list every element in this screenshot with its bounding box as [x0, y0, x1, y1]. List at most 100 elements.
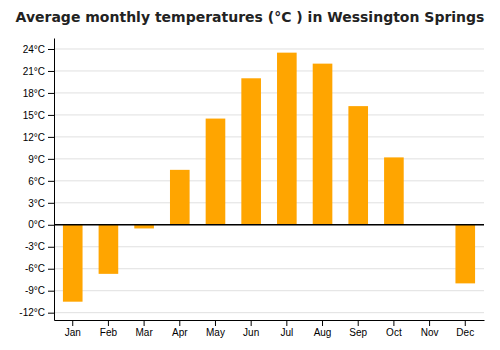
tick-label: Sep [349, 327, 367, 338]
tick: Feb [100, 320, 118, 338]
grid-line [54, 92, 484, 93]
tick-mark [48, 49, 54, 50]
tick-label: 0°C [28, 219, 45, 230]
tick: 15°C [23, 110, 54, 121]
tick: 18°C [23, 88, 54, 99]
tick-label: 9°C [28, 154, 45, 165]
plot: -12°C -9°C -6°C -3°C 0°C 3°C 6°C 9°C 12°C 15°C 18°… [19, 39, 484, 339]
tick: 24°C [23, 44, 54, 55]
chart: -12°C -9°C -6°C -3°C 0°C 3°C 6°C 9°C 12°C 15°C 18°… [0, 0, 500, 350]
axis-line [55, 320, 485, 321]
tick-label: Feb [100, 327, 118, 338]
bar [277, 53, 297, 225]
grid-line [54, 114, 484, 115]
tick: Aug [314, 320, 332, 338]
tick-label: 18°C [23, 88, 45, 99]
tick: Jun [243, 320, 259, 338]
tick-mark [465, 320, 466, 326]
tick: Jul [280, 320, 293, 338]
tick-label: Aug [314, 327, 332, 338]
tick-mark [48, 93, 54, 94]
tick-mark [48, 247, 54, 248]
grid-line [54, 48, 484, 49]
tick: 9°C [28, 154, 54, 165]
tick: Dec [456, 320, 474, 338]
tick-label: Jun [243, 327, 259, 338]
tick-mark [108, 320, 109, 326]
tick-label: 12°C [23, 132, 45, 143]
grid-line [54, 202, 484, 203]
bar [241, 78, 261, 224]
y-axis: -12°C -9°C -6°C -3°C 0°C 3°C 6°C 9°C 12°C 15°C 18°… [19, 39, 54, 321]
tick-mark [215, 320, 216, 326]
tick-mark [72, 320, 73, 326]
bars [54, 53, 484, 302]
bar [384, 157, 404, 224]
tick-mark [48, 291, 54, 292]
tick-mark [144, 320, 145, 326]
tick-label: 21°C [23, 66, 45, 77]
tick-mark [48, 225, 54, 226]
tick: Sep [349, 320, 367, 338]
bar [170, 170, 190, 225]
tick-label: Jul [280, 327, 293, 338]
grid-line [54, 136, 484, 137]
tick-mark [393, 320, 394, 326]
axis-line [54, 39, 55, 321]
tick-label: May [206, 327, 225, 338]
tick-label: -12°C [19, 307, 45, 318]
tick: -6°C [25, 263, 54, 274]
tick-mark [48, 203, 54, 204]
tick-mark [48, 115, 54, 116]
bar [455, 225, 475, 284]
tick-label: -9°C [25, 285, 45, 296]
bar [99, 225, 119, 274]
tick-label: -6°C [25, 263, 45, 274]
grid-line [54, 158, 484, 159]
tick-label: 3°C [28, 198, 45, 209]
tick: May [206, 320, 225, 338]
tick: 21°C [23, 66, 54, 77]
tick-label: 24°C [23, 44, 45, 55]
tick-mark [48, 71, 54, 72]
tick: 0°C [28, 219, 54, 230]
tick: Apr [172, 320, 188, 338]
tick: Oct [386, 320, 402, 338]
tick-mark [48, 159, 54, 160]
tick: Nov [421, 320, 439, 338]
tick: Jan [65, 320, 81, 338]
grid-line [54, 246, 484, 247]
tick: 12°C [23, 132, 54, 143]
tick: -9°C [25, 285, 54, 296]
tick-label: Jan [65, 327, 81, 338]
tick-label: Dec [456, 327, 474, 338]
tick: 3°C [28, 198, 54, 209]
tick-mark [179, 320, 180, 326]
grid-line [54, 70, 484, 71]
zero-line [54, 224, 484, 226]
tick: -12°C [19, 307, 54, 318]
tick-mark [429, 320, 430, 326]
bar [348, 106, 368, 225]
tick-label: Oct [386, 327, 402, 338]
grid [54, 49, 484, 313]
tick-mark [286, 320, 287, 326]
grid-line [54, 180, 484, 181]
bar [206, 119, 226, 225]
tick-label: Nov [421, 327, 439, 338]
tick: 6°C [28, 176, 54, 187]
tick-label: Mar [135, 327, 153, 338]
x-axis: Jan Feb Mar Apr May Jun Jul Aug Sep Oct Nov Dec [55, 320, 485, 338]
tick-label: Apr [172, 327, 188, 338]
bar [313, 64, 333, 225]
tick: Mar [135, 320, 153, 338]
tick-label: -3°C [25, 241, 45, 252]
grid-line [54, 290, 484, 291]
bar [63, 225, 83, 302]
grid-line [54, 268, 484, 269]
tick-label: 6°C [28, 176, 45, 187]
tick-mark [251, 320, 252, 326]
tick-mark [48, 181, 54, 182]
tick-label: 15°C [23, 110, 45, 121]
grid-line [54, 224, 484, 225]
